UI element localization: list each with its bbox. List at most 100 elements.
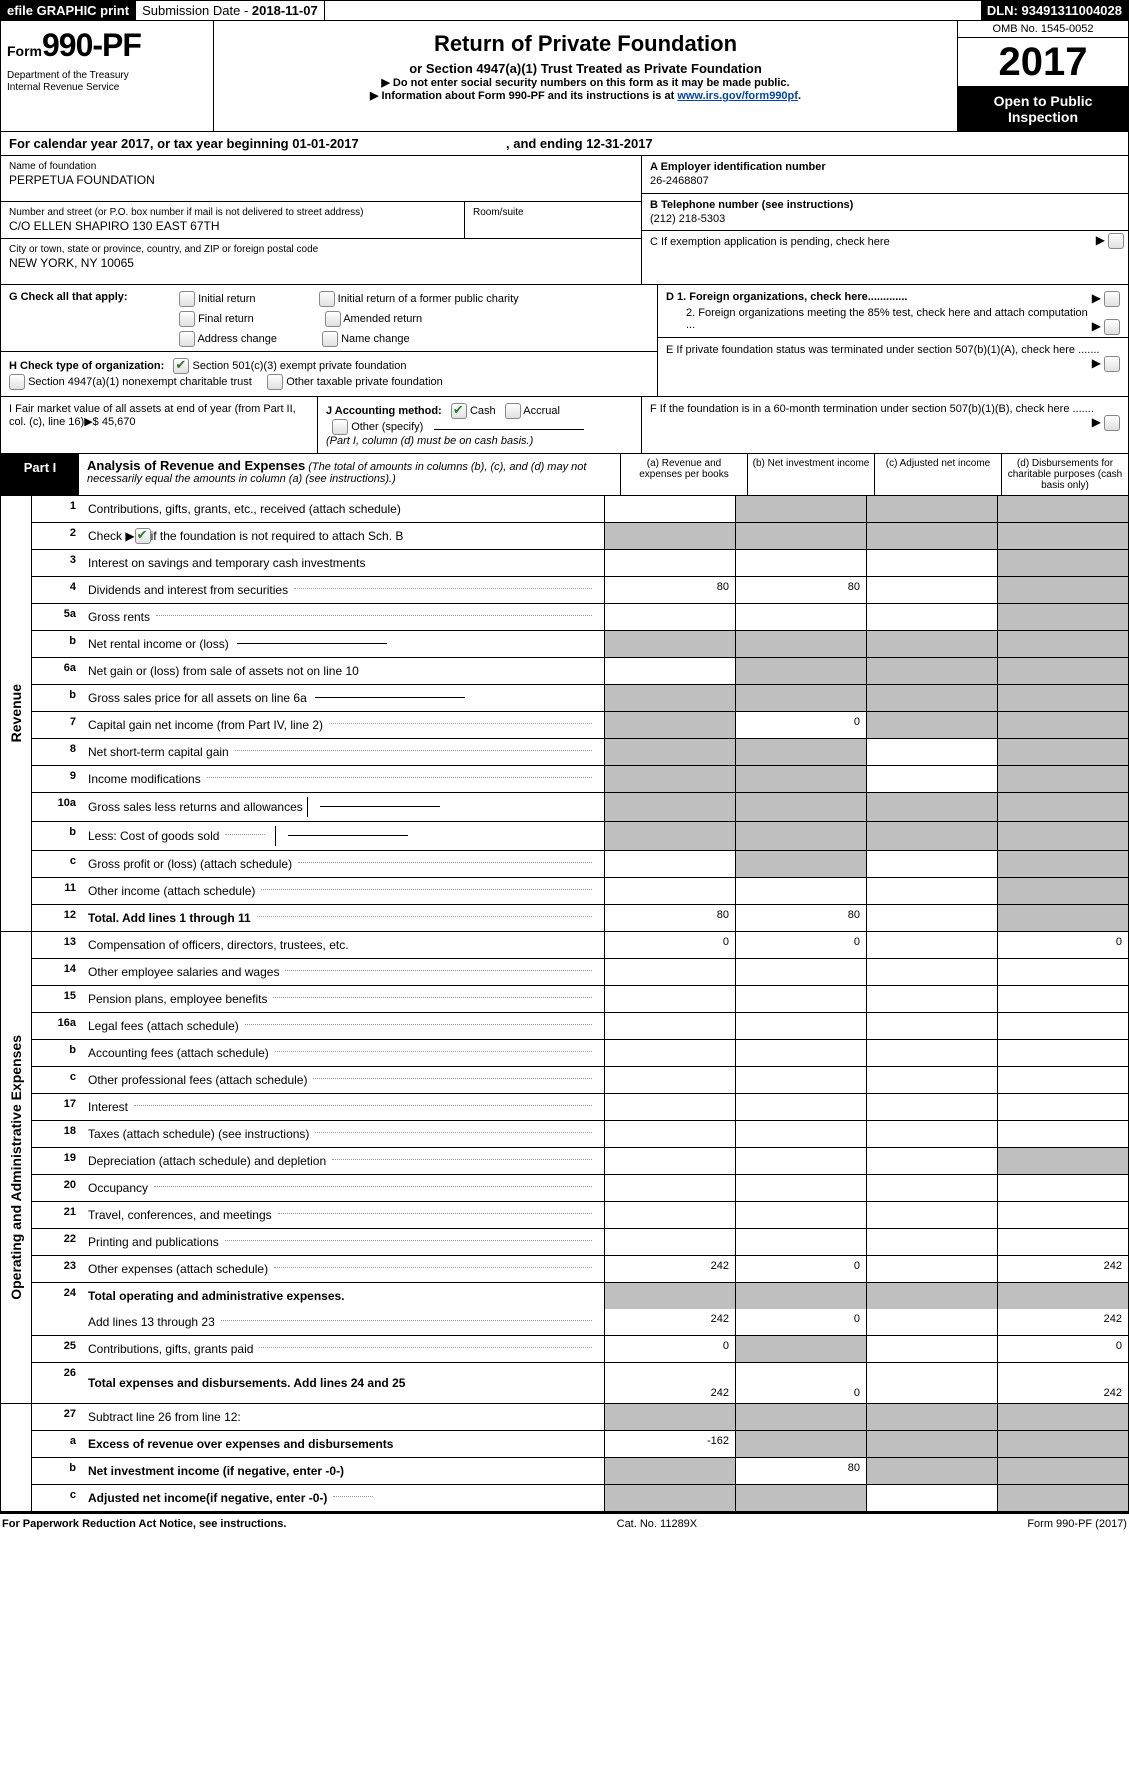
g-final: Final return [198,313,254,325]
checkbox-cash[interactable] [451,403,467,419]
cal-pre: For calendar year 2017, or tax year begi… [9,136,292,151]
line-23: 23Other expenses (attach schedule)242024… [32,1256,1128,1283]
checkbox-d2[interactable] [1104,319,1120,335]
line-5b: bNet rental income or (loss) [32,631,1128,658]
l22: Printing and publications [88,1235,219,1249]
l26: Total expenses and disbursements. Add li… [88,1376,405,1390]
e-label: E If private foundation status was termi… [666,344,1100,356]
l2: Check ▶ if the foundation is not require… [82,523,604,549]
l25: Contributions, gifts, grants paid [88,1342,253,1356]
part1-title: Analysis of Revenue and Expenses [87,458,305,473]
inspect1: Open to Public [960,93,1126,109]
line-4: 4Dividends and interest from securities8… [32,577,1128,604]
revenue-section: Revenue 1Contributions, gifts, grants, e… [0,496,1129,932]
revenue-text: Revenue [8,684,24,742]
checkbox-d1[interactable] [1104,291,1120,307]
c-check: ▶ [1096,233,1124,249]
d1-label: D 1. Foreign organizations, check here..… [666,291,907,303]
expenses-text: Operating and Administrative Expenses [8,1035,24,1300]
agency: Department of the Treasury Internal Reve… [7,70,207,94]
line-20: 20Occupancy [32,1175,1128,1202]
dln-value: 93491311004028 [1021,3,1122,18]
checkbox-e[interactable] [1104,356,1120,372]
line-3: 3Interest on savings and temporary cash … [32,550,1128,577]
addr-label: Number and street (or P.O. box number if… [9,206,456,219]
checkbox-4947[interactable] [9,374,25,390]
addr-cell: Number and street (or P.O. box number if… [1,202,465,239]
checkbox-address[interactable] [179,331,195,347]
line-27: 27Subtract line 26 from line 12: [32,1404,1128,1431]
submission-label: Submission Date - [142,3,252,18]
l13: Compensation of officers, directors, tru… [82,932,604,958]
foundation-city: NEW YORK, NY 10065 [9,256,633,272]
l12: Total. Add lines 1 through 11 [88,911,251,925]
l16c: Other professional fees (attach schedule… [88,1073,307,1087]
header-left: Form990-PF Department of the Treasury In… [1,21,214,131]
part1-label: Part I [1,454,79,495]
page-footer: For Paperwork Reduction Act Notice, see … [0,1512,1129,1534]
footer-right: Form 990-PF (2017) [1027,1518,1127,1530]
revenue-side-label: Revenue [1,496,32,931]
checkbox-name[interactable] [322,331,338,347]
i-label: I Fair market value of all assets at end… [9,403,296,428]
empty-side [1,1404,32,1511]
line-25: 25Contributions, gifts, grants paid00 [32,1336,1128,1363]
name-cell: Name of foundation PERPETUA FOUNDATION [1,156,641,202]
l17: Interest [88,1100,128,1114]
a-label: A Employer identification number [650,161,826,173]
checkbox-other-method[interactable] [332,419,348,435]
calendar-year-row: For calendar year 2017, or tax year begi… [0,132,1129,156]
form-num: 990-PF [42,27,141,63]
line-2: 2Check ▶ if the foundation is not requir… [32,523,1128,550]
checkbox-final[interactable] [179,311,195,327]
efile-label: efile GRAPHIC print [1,1,136,20]
checkbox-initial-former[interactable] [319,291,335,307]
checkbox-amended[interactable] [325,311,341,327]
line-24-title: 24Total operating and administrative exp… [32,1283,1128,1309]
d1: D 1. Foreign organizations, check here..… [666,291,1120,303]
checkbox-schb[interactable] [135,528,151,544]
a-val: 26-2468807 [650,175,709,187]
l19: Depreciation (attach schedule) and deple… [88,1154,326,1168]
checkbox-501c3[interactable] [173,358,189,374]
line-12: 12Total. Add lines 1 through 118080 [32,905,1128,931]
line-16b: bAccounting fees (attach schedule) [32,1040,1128,1067]
l6a: Net gain or (loss) from sale of assets n… [82,658,604,684]
expenses-side-label: Operating and Administrative Expenses [1,932,32,1403]
d2: 2. Foreign organizations meeting the 85%… [686,307,1120,331]
subtitle3: ▶ Information about Form 990-PF and its … [220,89,951,102]
info-grid: Name of foundation PERPETUA FOUNDATION N… [0,156,1129,285]
addr-row: Number and street (or P.O. box number if… [1,202,641,240]
subtitle2: ▶ Do not enter social security numbers o… [220,76,951,89]
line-26: 26Total expenses and disbursements. Add … [32,1363,1128,1403]
g-name: Name change [341,333,410,345]
line-5a: 5aGross rents [32,604,1128,631]
col-a: (a) Revenue and expenses per books [621,454,748,495]
header-mid: Return of Private Foundation or Section … [214,21,958,131]
l15: Pension plans, employee benefits [88,992,267,1006]
checkbox-f[interactable] [1104,415,1120,431]
form-number: Form990-PF [7,27,207,64]
i-val: 45,670 [102,416,136,428]
l8: Net short-term capital gain [88,745,229,759]
header-row: Form990-PF Department of the Treasury In… [0,21,1129,132]
line-17: 17Interest [32,1094,1128,1121]
checkbox-c[interactable] [1108,233,1124,249]
line-1: 1Contributions, gifts, grants, etc., rec… [32,496,1128,523]
irs-link[interactable]: www.irs.gov/form990pf [677,90,798,102]
checkbox-initial[interactable] [179,291,195,307]
l27: Subtract line 26 from line 12: [82,1404,604,1430]
box-e: E If private foundation status was termi… [658,337,1128,356]
j-label: J Accounting method: [326,405,442,417]
g-initial-former: Initial return of a former public charit… [338,293,519,305]
line-13: 13Compensation of officers, directors, t… [32,932,1128,959]
l18: Taxes (attach schedule) (see instruction… [88,1127,309,1141]
line-19: 19Depreciation (attach schedule) and dep… [32,1148,1128,1175]
city-label: City or town, state or province, country… [9,243,633,256]
foundation-addr: C/O ELLEN SHAPIRO 130 EAST 67TH [9,219,456,235]
cal-end: 12-31-2017 [586,136,653,151]
checkbox-accrual[interactable] [505,403,521,419]
checkbox-other-tax[interactable] [267,374,283,390]
omb: OMB No. 1545-0052 [958,21,1128,38]
agency1: Department of the Treasury [7,70,207,82]
